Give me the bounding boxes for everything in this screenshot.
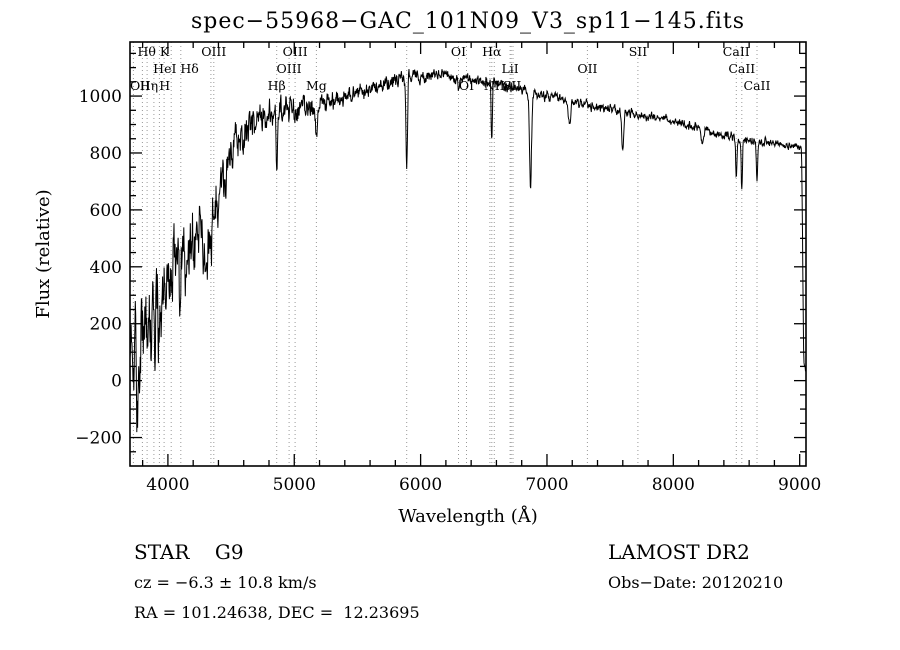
x-axis-title: Wavelength (Å) [398, 506, 538, 527]
svg-text:8000: 8000 [652, 475, 695, 495]
svg-text:Hα: Hα [482, 44, 502, 59]
svg-text:Hη: Hη [140, 78, 158, 93]
plot-title: spec−55968−GAC_101N09_V3_sp11−145.fits [190, 9, 746, 34]
obs-date: Obs−Date: 20120210 [608, 573, 784, 592]
svg-text:Mg: Mg [306, 78, 327, 93]
svg-text:NII: NII [484, 78, 505, 93]
svg-text:SII: SII [629, 44, 648, 59]
spectrum-trace [129, 69, 806, 433]
svg-text:OII: OII [577, 61, 597, 76]
svg-text:OI: OI [459, 78, 474, 93]
svg-text:4000: 4000 [146, 475, 189, 495]
svg-text:H: H [159, 78, 170, 93]
svg-text:400: 400 [90, 258, 122, 278]
svg-text:9000: 9000 [778, 475, 821, 495]
svg-text:HeI Hδ: HeI Hδ [153, 61, 199, 76]
y-tick-labels: −200 0 200 400 600 800 1000 [75, 87, 122, 448]
object-class-label: STAR G9 [134, 540, 244, 564]
svg-text:OIII: OIII [277, 61, 302, 76]
svg-text:1000: 1000 [79, 87, 122, 107]
spectral-line-guides [132, 42, 758, 466]
svg-text:−200: −200 [75, 429, 122, 449]
svg-text:OII: OII [130, 78, 150, 93]
svg-text:LiI: LiI [501, 61, 518, 76]
svg-text:6000: 6000 [399, 475, 442, 495]
cz-velocity-value: cz = −6.3 ± 10.8 km/s [134, 573, 317, 592]
svg-text:CaII: CaII [728, 61, 755, 76]
plot-frame [129, 41, 807, 467]
svg-text:200: 200 [90, 315, 122, 335]
svg-text:600: 600 [90, 201, 122, 221]
coordinates: RA = 101.24638, DEC = 12.23695 [134, 603, 420, 622]
x-tick-labels: 4000 5000 6000 7000 8000 9000 [146, 475, 821, 495]
svg-text:OIII: OIII [283, 44, 308, 59]
svg-text:OIII: OIII [201, 44, 226, 59]
svg-text:Hθ K: Hθ K [138, 44, 170, 59]
y-axis-title: Flux (relative) [33, 189, 54, 319]
svg-text:0: 0 [111, 372, 122, 392]
svg-text:7000: 7000 [525, 475, 568, 495]
svg-text:OI: OI [451, 44, 466, 59]
svg-text:Hβ: Hβ [268, 78, 286, 93]
svg-text:5000: 5000 [273, 475, 316, 495]
svg-text:CaII: CaII [723, 44, 750, 59]
svg-text:SII: SII [503, 78, 522, 93]
svg-text:800: 800 [90, 144, 122, 164]
axis-ticks [130, 42, 806, 466]
svg-text:CaII: CaII [744, 78, 771, 93]
survey-label: LAMOST DR2 [608, 540, 750, 564]
